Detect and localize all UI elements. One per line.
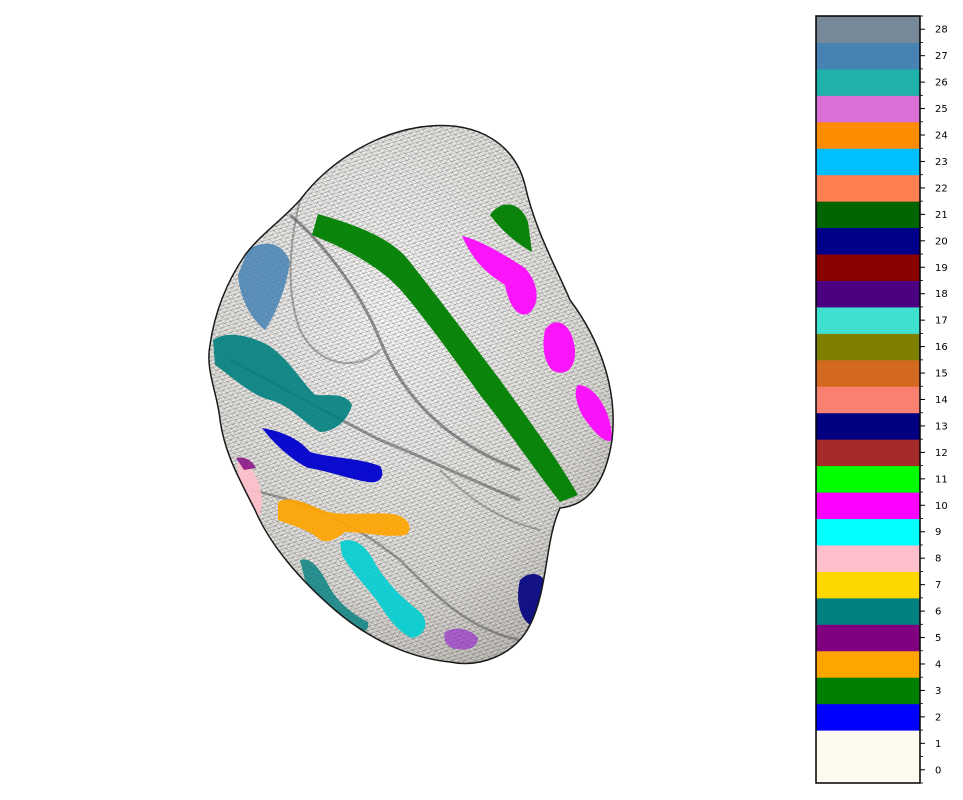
region-label-3	[312, 214, 578, 502]
colorbar-segment-25	[816, 95, 920, 123]
colorbar-segment-21	[816, 201, 920, 229]
colorbar-tick-label: 22	[935, 183, 948, 194]
colorbar-segment-23	[816, 148, 920, 176]
colorbar-tick-label: 2	[935, 712, 941, 723]
colorbar-segment-4	[816, 650, 920, 678]
colorbar-segment-3	[816, 677, 920, 705]
colorbar-tick-label: 16	[935, 342, 948, 353]
colorbar-segment-26	[816, 68, 920, 96]
region-label-27	[238, 243, 290, 330]
colorbar-segment-12	[816, 439, 920, 467]
colorbar-segment-24	[816, 121, 920, 149]
region-label-10a	[462, 236, 537, 315]
colorbar-tick-label: 25	[935, 104, 948, 115]
colorbar-segment-20	[816, 227, 920, 255]
colorbar-segment-28	[816, 16, 920, 43]
colorbar-segment-11	[816, 465, 920, 493]
colorbar-tick-label: 28	[935, 25, 948, 36]
colorbar-tick-label: 18	[935, 289, 948, 300]
colorbar-segment-7	[816, 571, 920, 599]
colorbar-tick-label: 5	[935, 633, 941, 644]
colorbar-segment-2	[816, 703, 920, 731]
colorbar-segment-27	[816, 42, 920, 70]
colorbar-segment-22	[816, 174, 920, 202]
region-label-6	[213, 334, 352, 432]
colorbar-tick-label: 15	[935, 369, 948, 380]
region-label-10c	[575, 385, 612, 441]
region-label-5b	[444, 628, 478, 650]
colorbar-tick-label: 4	[935, 659, 941, 670]
colorbar-segment-10	[816, 492, 920, 520]
colorbar-tick-label: 21	[935, 210, 948, 221]
colorbar-segment-16	[816, 333, 920, 361]
colorbar-segment-0-1	[816, 730, 920, 784]
colorbar-segment-18	[816, 280, 920, 308]
colorbar-tick-label: 6	[935, 607, 941, 618]
colorbar-tick-label: 24	[935, 131, 948, 142]
colorbar-tick-label: 17	[935, 316, 948, 327]
colorbar-tick-label: 13	[935, 421, 948, 432]
colorbar-tick-label: 19	[935, 263, 948, 274]
colorbar-tick-label: 0	[935, 765, 941, 776]
colorbar-tick-label: 14	[935, 395, 948, 406]
colorbar-tick-label: 27	[935, 51, 948, 62]
colorbar: 0123456789101112131415161718192021222324…	[815, 15, 948, 784]
region-label-2	[262, 428, 383, 483]
colorbar-tick-label: 3	[935, 686, 941, 697]
colorbar-segment-6	[816, 597, 920, 625]
region-label-4	[278, 499, 410, 542]
colorbar-segment-15	[816, 359, 920, 387]
colorbar-tick-label: 20	[935, 236, 948, 247]
colorbar-tick-label: 11	[935, 474, 948, 485]
colorbar-segment-5	[816, 624, 920, 652]
region-label-6b	[300, 559, 369, 633]
colorbar-segment-14	[816, 386, 920, 414]
region-label-10b	[543, 322, 576, 373]
cortical-surface-mesh	[208, 124, 614, 665]
region-label-5	[236, 457, 256, 470]
colorbar-segment-13	[816, 412, 920, 440]
colorbar-tick-label: 9	[935, 527, 941, 538]
colorbar-tick-label: 8	[935, 554, 941, 565]
colorbar-segment-19	[816, 254, 920, 281]
colorbar-tick-label: 10	[935, 501, 948, 512]
colorbar-tick-label: 7	[935, 580, 941, 591]
colorbar-segment-17	[816, 306, 920, 334]
colorbar-tick-label: 12	[935, 448, 948, 459]
region-label-9	[340, 540, 426, 638]
colorbar-segment-8	[816, 544, 920, 572]
colorbar-tick-label: 23	[935, 157, 948, 168]
colorbar-segment-9	[816, 518, 920, 546]
region-label-3b	[490, 204, 532, 252]
colorbar-tick-label: 26	[935, 78, 948, 89]
colorbar-tick-label: 1	[935, 739, 941, 750]
